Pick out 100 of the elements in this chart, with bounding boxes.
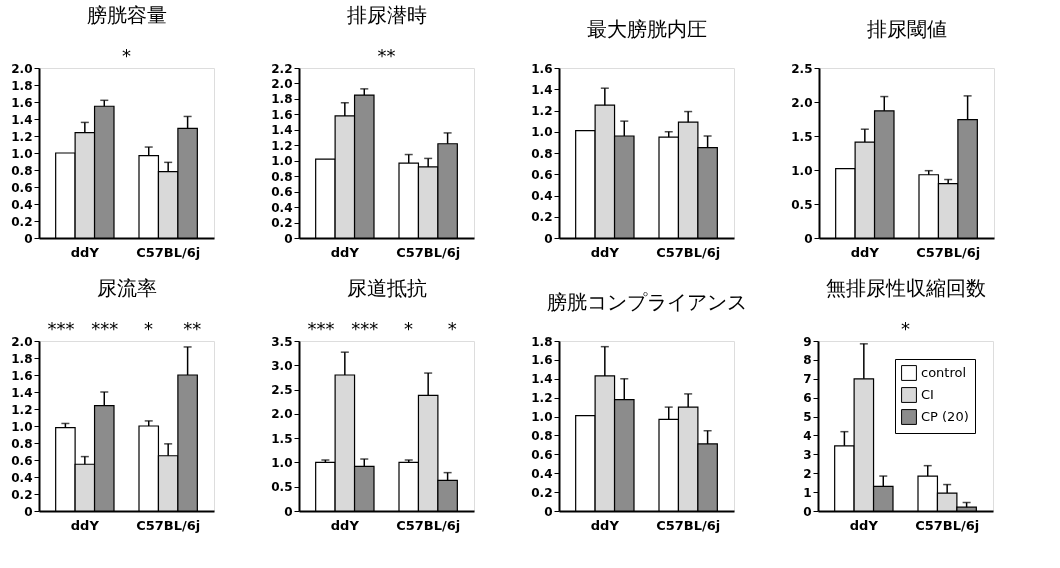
y-tick-label: 1.2 <box>531 104 553 118</box>
y-tick-label: 1.0 <box>11 419 33 434</box>
y-tick-label: 0 <box>544 231 553 246</box>
y-tick-label: 1.6 <box>11 95 33 110</box>
x-tick-label: ddY <box>849 517 879 533</box>
x-tick-label: C57BL/6j <box>136 517 201 533</box>
chart-title: 排尿潜時 <box>346 3 427 27</box>
x-tick-label: ddY <box>330 244 360 260</box>
legend-label: control <box>921 365 967 380</box>
y-tick-label: 1.2 <box>271 138 293 153</box>
legend-label: CI <box>921 387 934 402</box>
x-tick-label: ddY <box>590 517 620 533</box>
text: *** <box>47 318 75 339</box>
y-tick-label: 0.2 <box>11 487 33 502</box>
x-tick-label: C57BL/6j <box>915 517 980 533</box>
y-tick-label: 1.4 <box>531 82 553 97</box>
y-tick-label: 0.8 <box>11 163 33 178</box>
y-tick-label: 0.6 <box>11 453 33 468</box>
x-tick-label: ddY <box>330 517 360 533</box>
y-tick-label: 7 <box>803 372 812 387</box>
chart-title: 膀胱容量 <box>86 3 167 27</box>
x-tick-label: C57BL/6j <box>916 244 981 260</box>
y-tick-label: 2.2 <box>271 61 293 76</box>
y-tick-label: 0.8 <box>271 169 293 184</box>
x-tick-label: C57BL/6j <box>136 244 201 260</box>
y-tick-label: 1.0 <box>11 146 33 161</box>
y-tick-label: 2 <box>803 466 812 481</box>
y-tick-label: 0 <box>544 504 553 519</box>
x-tick-label: C57BL/6j <box>656 517 721 533</box>
text: * <box>143 318 153 339</box>
y-tick-label: 0.6 <box>531 447 553 462</box>
y-tick-label: 0.6 <box>11 180 33 195</box>
y-tick-label: 2.5 <box>271 383 293 398</box>
text: ** <box>183 318 202 339</box>
y-tick-label: 0.5 <box>791 197 813 212</box>
y-tick-label: 1.8 <box>531 334 553 349</box>
y-tick-label: 1.4 <box>271 123 293 138</box>
y-tick-label: 1.0 <box>531 410 553 425</box>
y-tick-label: 1.6 <box>531 353 553 368</box>
y-tick-label: 2.0 <box>791 95 813 110</box>
chart-title: 排尿閾値 <box>866 17 947 41</box>
chart-title: 尿流率 <box>96 276 157 300</box>
y-tick-label: 3.0 <box>271 358 293 373</box>
x-tick-label: C57BL/6j <box>656 244 721 260</box>
x-tick-label: ddY <box>70 244 100 260</box>
x-tick-label: ddY <box>850 244 880 260</box>
x-tick-label: C57BL/6j <box>396 244 461 260</box>
text: * <box>901 318 910 339</box>
y-tick-label: 2.0 <box>11 61 33 76</box>
y-tick-label: 0.2 <box>531 485 553 500</box>
y-tick-label: 1.6 <box>11 368 33 383</box>
y-tick-label: 4 <box>803 428 812 443</box>
y-tick-label: 0.4 <box>531 466 553 481</box>
y-tick-label: 0.4 <box>11 470 33 485</box>
y-tick-label: 1.0 <box>531 125 553 140</box>
chart-title: 無排尿性収縮回数 <box>825 276 986 300</box>
y-tick-label: 0.8 <box>11 436 33 451</box>
y-tick-label: 8 <box>803 353 812 368</box>
text: * <box>122 45 131 66</box>
text: * <box>447 318 457 339</box>
y-tick-label: 0 <box>804 231 813 246</box>
text: *** <box>351 318 379 339</box>
y-tick-label: 0.8 <box>531 428 553 443</box>
y-tick-label: 0.6 <box>271 185 293 200</box>
y-tick-label: 0.5 <box>271 480 293 495</box>
y-tick-label: 1.6 <box>271 107 293 122</box>
y-tick-label: 0.8 <box>531 146 553 161</box>
y-tick-label: 2.5 <box>791 61 813 76</box>
y-tick-label: 0 <box>284 231 293 246</box>
chart-title: 尿道抵抗 <box>346 276 427 300</box>
text: *** <box>307 318 335 339</box>
y-tick-label: 9 <box>803 334 812 349</box>
y-tick-label: 1 <box>803 485 812 500</box>
y-tick-label: 1.4 <box>11 112 33 127</box>
y-tick-label: 0.2 <box>271 216 293 231</box>
text: *** <box>91 318 119 339</box>
y-tick-label: 1.6 <box>531 61 553 76</box>
y-tick-label: 0.4 <box>271 200 293 215</box>
y-tick-label: 0.2 <box>11 214 33 229</box>
y-tick-label: 1.8 <box>11 351 33 366</box>
y-tick-label: 0 <box>284 504 293 519</box>
chart-title: 最大膀胱内圧 <box>586 17 707 41</box>
chart-title: 膀胱コンプライアンス <box>546 290 747 314</box>
y-tick-label: 1.0 <box>271 455 293 470</box>
y-tick-label: 0 <box>803 504 812 519</box>
y-tick-label: 0.6 <box>531 167 553 182</box>
y-tick-label: 1.5 <box>791 129 813 144</box>
y-tick-label: 0.2 <box>531 210 553 225</box>
y-tick-label: 0.4 <box>11 197 33 212</box>
y-tick-label: 1.4 <box>531 372 553 387</box>
y-tick-label: 3.5 <box>271 334 293 349</box>
y-tick-label: 0.4 <box>531 189 553 203</box>
y-tick-label: 3 <box>803 447 812 462</box>
y-tick-label: 1.8 <box>11 78 33 93</box>
text: * <box>403 318 413 339</box>
y-tick-label: 2.0 <box>271 407 293 422</box>
y-tick-label: 5 <box>803 410 812 425</box>
legend-label: CP (20) <box>921 409 969 424</box>
y-tick-label: 1.2 <box>531 391 553 406</box>
x-tick-label: ddY <box>590 244 620 260</box>
